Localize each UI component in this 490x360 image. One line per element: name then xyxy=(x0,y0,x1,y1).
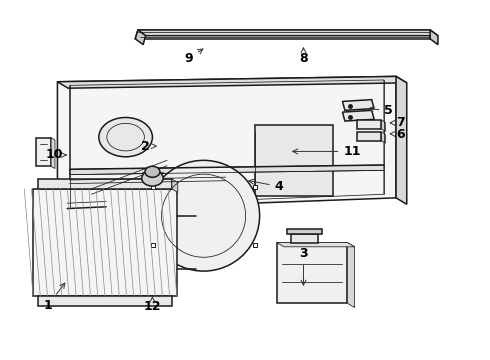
Polygon shape xyxy=(255,125,333,196)
Polygon shape xyxy=(288,229,322,234)
Polygon shape xyxy=(357,120,381,129)
Text: 12: 12 xyxy=(144,297,161,313)
Ellipse shape xyxy=(147,160,260,271)
Polygon shape xyxy=(357,132,381,141)
Polygon shape xyxy=(51,138,55,168)
Text: 3: 3 xyxy=(299,247,308,285)
Text: 6: 6 xyxy=(390,128,405,141)
Polygon shape xyxy=(138,30,438,36)
Text: 9: 9 xyxy=(185,49,203,65)
Circle shape xyxy=(142,170,163,186)
Polygon shape xyxy=(57,76,396,210)
Polygon shape xyxy=(343,100,374,111)
Text: 8: 8 xyxy=(299,48,308,65)
Polygon shape xyxy=(38,296,172,306)
Text: 2: 2 xyxy=(141,140,156,153)
Text: 1: 1 xyxy=(43,283,65,312)
Circle shape xyxy=(145,166,160,177)
Polygon shape xyxy=(172,179,178,193)
Polygon shape xyxy=(396,76,407,204)
Polygon shape xyxy=(135,30,146,45)
Text: 11: 11 xyxy=(293,145,361,158)
Polygon shape xyxy=(277,243,347,303)
Polygon shape xyxy=(343,111,374,121)
Polygon shape xyxy=(347,243,355,307)
Polygon shape xyxy=(430,30,438,45)
Polygon shape xyxy=(291,234,318,243)
Text: 10: 10 xyxy=(45,148,66,162)
Text: 4: 4 xyxy=(249,179,284,193)
Text: 5: 5 xyxy=(368,104,393,117)
Polygon shape xyxy=(381,120,385,131)
Polygon shape xyxy=(33,189,177,296)
Polygon shape xyxy=(70,165,384,175)
Polygon shape xyxy=(57,76,407,88)
Polygon shape xyxy=(38,179,172,189)
Polygon shape xyxy=(277,243,355,247)
Polygon shape xyxy=(381,132,385,143)
Polygon shape xyxy=(135,30,430,39)
Polygon shape xyxy=(36,138,51,166)
Text: 7: 7 xyxy=(390,116,405,129)
Circle shape xyxy=(99,117,152,157)
